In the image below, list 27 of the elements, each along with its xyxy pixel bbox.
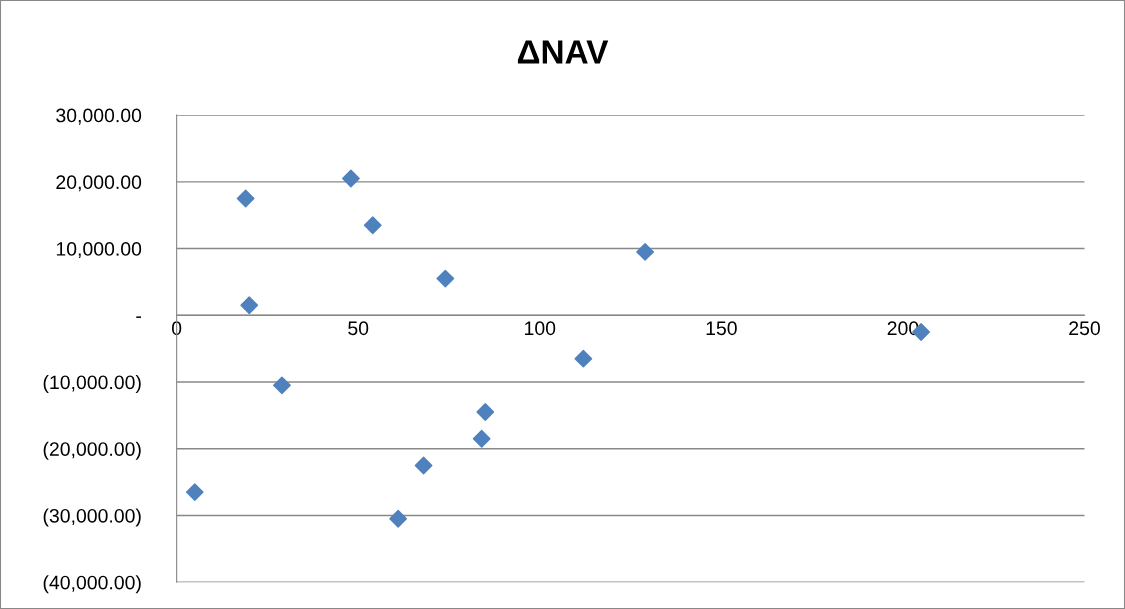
point: [574, 349, 593, 368]
y-tick-label: (20,000.00): [43, 441, 141, 460]
x-tick-label: 100: [525, 321, 556, 336]
point: [363, 216, 382, 235]
y-tick-label: 10,000.00: [56, 242, 142, 259]
point: [185, 483, 204, 502]
y-tick-label: (30,000.00): [43, 508, 141, 527]
point: [414, 456, 433, 475]
point: [236, 189, 255, 208]
point: [342, 169, 360, 188]
chart-title: ΔNAV: [517, 40, 609, 64]
x-tick-label: 250: [1069, 321, 1100, 336]
y-tick-label: -: [136, 316, 142, 318]
point: [636, 242, 655, 261]
point: [436, 269, 455, 288]
y-tick-label: 20,000.00: [56, 175, 142, 192]
y-tick-label: (10,000.00): [43, 374, 141, 394]
point: [476, 403, 495, 421]
point: [472, 429, 491, 448]
point: [273, 376, 291, 395]
x-tick-label: 150: [706, 321, 737, 336]
x-tick-label: 0: [171, 321, 182, 336]
y-tick-label: 30,000.00: [56, 108, 142, 125]
x-tick-label: 50: [348, 321, 369, 336]
y-tick-label: (40,000.00): [43, 575, 141, 594]
point: [240, 296, 259, 315]
point: [389, 509, 408, 528]
